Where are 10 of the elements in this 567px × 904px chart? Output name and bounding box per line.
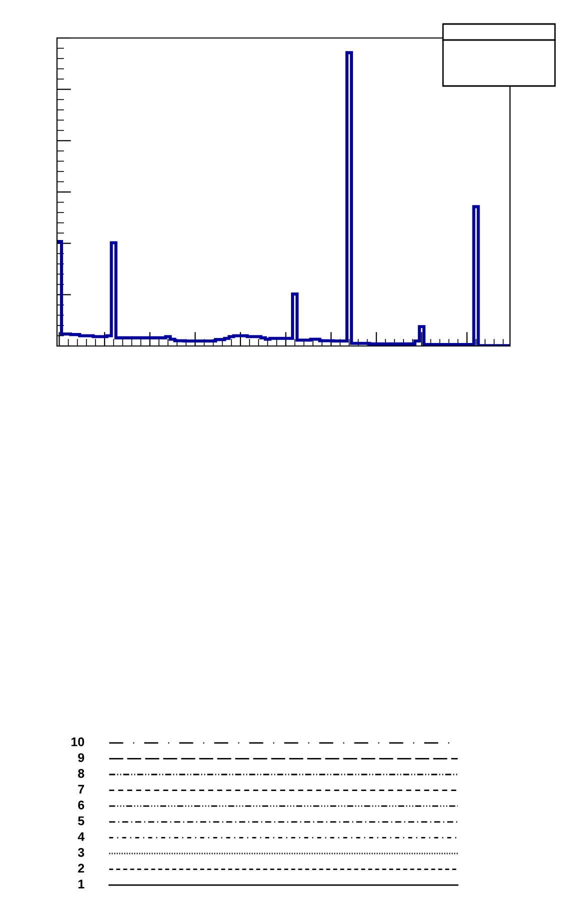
text: 1 [78,880,84,888]
text: 10 [71,737,84,746]
text: 8 [78,769,84,778]
text: 7 [78,784,84,794]
text: 4 [78,832,85,841]
text: 6 [78,800,84,810]
text: 9 [78,753,84,762]
text: 2 [78,864,84,873]
text: 5 [78,816,84,826]
text: 3 [78,848,84,857]
